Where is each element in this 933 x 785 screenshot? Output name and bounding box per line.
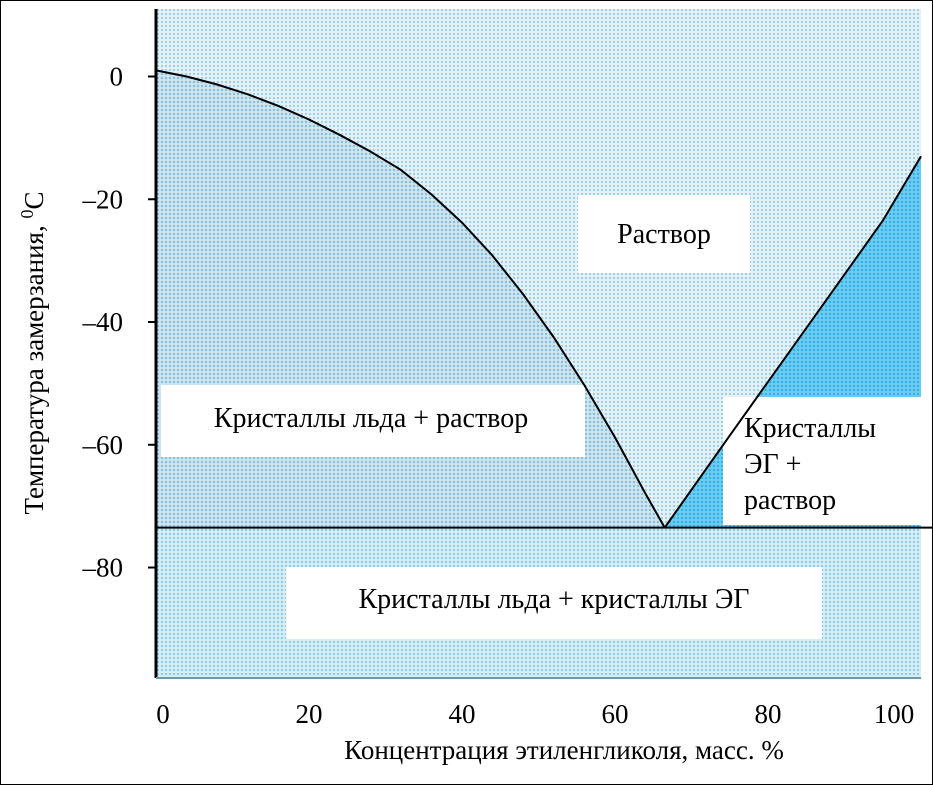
region-label-box xyxy=(723,397,921,525)
region-label: Раствор xyxy=(617,219,711,250)
y-axis-title: Температура замерзания, 0C xyxy=(17,192,49,515)
x-axis-title: Концентрация этиленгликоля, масс. % xyxy=(344,735,784,765)
x-tick-label: 20 xyxy=(296,699,323,729)
x-tick-label: 100 xyxy=(874,699,915,729)
region-label-box xyxy=(578,195,750,273)
y-axis-title-main: Температура замерзания, xyxy=(19,219,49,515)
region-label-line: Кристаллы xyxy=(744,413,876,444)
region-label-box xyxy=(161,385,585,457)
y-axis-unit: C xyxy=(19,192,49,210)
region-label-box xyxy=(286,567,822,639)
eg-liquidus-curve xyxy=(663,155,922,529)
y-tick-label: –20 xyxy=(82,184,124,214)
region-label-line: Кристаллы льда + раствор xyxy=(214,403,528,434)
y-tick-label: 0 xyxy=(110,62,124,92)
x-tick-label: 80 xyxy=(755,699,782,729)
x-tick-label: 40 xyxy=(449,699,476,729)
region-label-line: Кристаллы льда + кристаллы ЭГ xyxy=(358,584,749,615)
region-label-line: Раствор xyxy=(617,219,711,250)
y-tick-label: –80 xyxy=(82,553,124,583)
axes: 0 –20 –40 –60 –80 0 20 40 60 80 100 xyxy=(82,9,932,729)
region-labels: Раствор Кристаллы льда + раствор Кристаллы… xyxy=(161,195,921,639)
region-label: Кристаллы льда + раствор xyxy=(214,403,528,434)
y-tick-label: –40 xyxy=(82,307,124,337)
x-tick-label: 0 xyxy=(156,699,170,729)
y-tick-label: –60 xyxy=(82,430,124,460)
y-axis-unit-superscript: 0 xyxy=(17,210,37,219)
x-tick-label: 60 xyxy=(602,699,629,729)
ice-liquidus-curve xyxy=(155,69,666,529)
region-label: Кристаллы льда + кристаллы ЭГ xyxy=(358,584,749,615)
region-label-line: раствор xyxy=(744,485,836,516)
region-label: Кристаллы ЭГ + раствор xyxy=(744,413,876,516)
region-label-line: ЭГ + xyxy=(744,449,801,480)
